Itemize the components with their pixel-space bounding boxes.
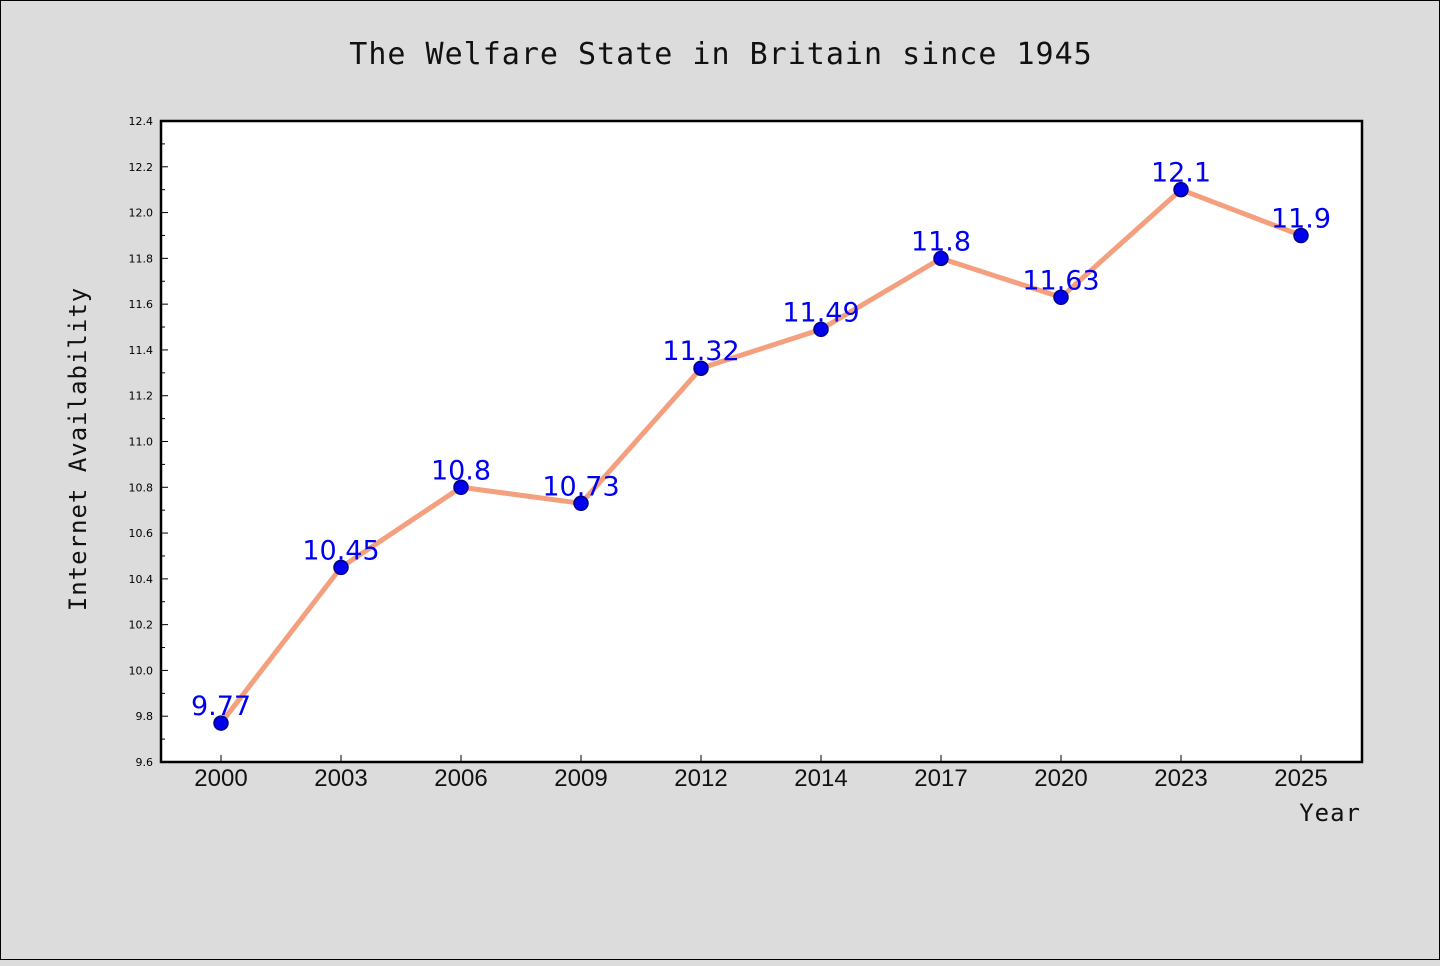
y-tick-label: 12.0 — [129, 207, 154, 220]
data-label: 11.8 — [911, 226, 971, 257]
data-label: 9.77 — [191, 691, 251, 722]
chart-title: The Welfare State in Britain since 1945 — [349, 37, 1092, 72]
data-label: 11.9 — [1271, 203, 1331, 234]
y-tick-label: 10.8 — [129, 481, 154, 494]
y-tick-label: 10.2 — [129, 619, 154, 632]
x-tick-label: 2023 — [1154, 765, 1207, 792]
x-tick-label: 2006 — [434, 765, 487, 792]
y-tick-label: 10.0 — [129, 664, 154, 677]
y-tick-label: 11.0 — [129, 436, 154, 449]
x-tick-label: 2014 — [794, 765, 847, 792]
y-axis-label: Internet Availability — [64, 287, 92, 611]
data-point — [213, 715, 229, 731]
x-tick-label: 2012 — [674, 765, 727, 792]
data-label: 10.73 — [542, 471, 619, 502]
x-tick-label: 2000 — [194, 765, 247, 792]
data-label: 12.1 — [1151, 158, 1211, 189]
series-line — [218, 187, 1304, 726]
y-tick-label: 12.4 — [129, 115, 154, 128]
series-markers-group — [213, 181, 1309, 731]
x-tick-label: 2017 — [914, 765, 967, 792]
y-tick-label: 9.8 — [136, 710, 154, 723]
data-label: 10.45 — [302, 535, 379, 566]
data-point — [453, 479, 469, 496]
x-tick-label: 2009 — [554, 765, 607, 792]
y-tick-label: 10.4 — [129, 573, 154, 586]
series-line-group — [218, 187, 1304, 726]
x-axis-ticks: 2000 2003 2006 2009 2012 2014 2017 2020 2023 2025 — [194, 755, 1328, 792]
y-tick-label: 10.6 — [129, 527, 154, 540]
data-point — [693, 360, 709, 376]
x-axis-label: Year — [1299, 799, 1361, 827]
y-tick-label: 11.2 — [129, 390, 154, 403]
data-label: 11.49 — [782, 297, 859, 328]
x-tick-label: 2020 — [1034, 765, 1087, 792]
y-axis-ticks: 9.6 9.8 10.0 10.2 10.4 10.6 10.8 11.0 11.2 11.4 11… — [129, 115, 168, 769]
y-tick-label: 11.8 — [129, 252, 154, 265]
data-point — [1173, 181, 1189, 198]
plot-area — [161, 121, 1362, 762]
y-tick-label: 11.6 — [129, 298, 154, 311]
y-tick-label: 9.6 — [136, 756, 154, 769]
data-point — [813, 321, 829, 338]
data-point — [573, 495, 589, 512]
plot-frame — [159, 119, 1364, 764]
y-tick-label: 11.4 — [129, 344, 154, 357]
data-label: 11.32 — [662, 336, 739, 367]
data-point — [1053, 289, 1069, 306]
data-point — [333, 559, 349, 576]
x-tick-label: 2025 — [1274, 765, 1327, 792]
data-point — [1293, 227, 1309, 244]
data-label: 11.63 — [1022, 265, 1099, 296]
x-tick-label: 2003 — [314, 765, 367, 792]
y-tick-label: 12.2 — [129, 161, 154, 174]
data-label: 10.8 — [431, 455, 491, 486]
data-labels-group: 9.77 10.45 10.8 10.73 11.32 11.49 11.8 11.63 12.… — [191, 158, 1331, 722]
data-point — [933, 250, 949, 267]
